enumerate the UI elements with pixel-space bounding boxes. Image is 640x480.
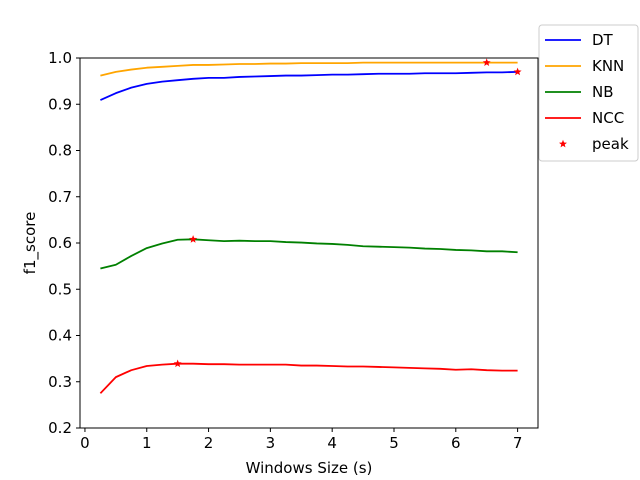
y-tick-label: 0.2 xyxy=(48,419,72,437)
legend-swatch-peak xyxy=(559,139,567,148)
x-tick-label: 0 xyxy=(80,434,90,452)
x-axis-label: Windows Size (s) xyxy=(246,459,373,477)
x-axis-ticks: 0 1 2 3 4 5 6 7 xyxy=(80,428,522,452)
y-tick-label: 0.7 xyxy=(48,188,72,206)
series-line-ncc xyxy=(99,362,518,394)
x-tick-label: 3 xyxy=(266,434,276,452)
y-tick-label: 0.6 xyxy=(48,234,72,252)
series-line-knn xyxy=(100,61,518,77)
legend: DT KNN NB NCC peak xyxy=(538,24,639,162)
peak-marker-knn xyxy=(482,58,491,67)
legend-label-knn: KNN xyxy=(592,57,624,75)
peak-marker-nb xyxy=(189,235,198,243)
y-tick-label: 0.8 xyxy=(48,142,72,160)
y-axis-label: f1_score xyxy=(21,212,40,275)
series-layer xyxy=(99,61,518,394)
x-tick-label: 6 xyxy=(451,434,461,452)
legend-label-ncc: NCC xyxy=(592,109,624,127)
x-tick-label: 7 xyxy=(513,434,523,452)
y-axis-ticks: 0.2 0.3 0.4 0.5 0.6 0.7 0.8 0.9 1.0 xyxy=(48,49,80,437)
legend-label-nb: NB xyxy=(592,83,614,101)
x-tick-label: 1 xyxy=(142,434,152,452)
y-tick-label: 0.5 xyxy=(48,280,72,298)
legend-label-dt: DT xyxy=(592,31,614,49)
y-tick-label: 0.3 xyxy=(48,373,72,391)
x-tick-label: 5 xyxy=(389,434,399,452)
legend-frame xyxy=(538,24,639,162)
x-tick-label: 4 xyxy=(327,434,337,452)
peak-marker-ncc xyxy=(173,359,182,368)
y-tick-label: 0.9 xyxy=(48,95,72,113)
peak-layer xyxy=(173,58,522,368)
legend-label-peak: peak xyxy=(592,135,629,153)
y-tick-label: 1.0 xyxy=(48,49,72,67)
peak-marker-dt xyxy=(513,67,522,76)
series-line-dt xyxy=(100,70,518,101)
x-tick-label: 2 xyxy=(204,434,214,452)
series-line-nb xyxy=(100,238,518,270)
y-tick-label: 0.4 xyxy=(48,327,72,345)
